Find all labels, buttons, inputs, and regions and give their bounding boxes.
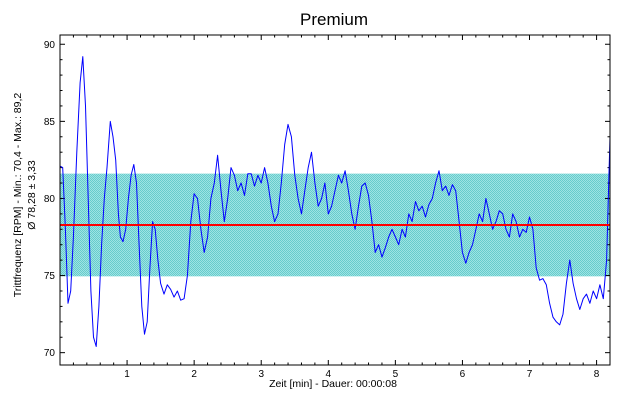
x-tick-label: 5: [393, 369, 399, 380]
plot-frame-layer: [59, 34, 611, 366]
x-axis-label: Zeit [min] - Dauer: 00:00:08: [269, 378, 397, 390]
x-tick-label: 2: [191, 369, 197, 380]
y-axis-label-stats: Ø 78,28 ± 3,33: [26, 160, 38, 230]
series-line-0: [59, 56, 611, 347]
x-tick-label: 8: [594, 369, 600, 380]
y-tick-label: 85: [44, 117, 56, 128]
y-axis-label: Trittfrequenz [RPM] - Min.: 70,4 - Max.:…: [12, 93, 24, 298]
chart-title: Premium: [300, 10, 368, 29]
x-tick-label: 1: [124, 369, 130, 380]
plot-frame: [59, 34, 611, 366]
x-tick-label: 7: [527, 369, 533, 380]
x-tick-label: 3: [258, 369, 264, 380]
y-tick-label: 90: [44, 40, 56, 51]
x-tick-labels: 1 2 3 4 5 6 7 8: [124, 369, 600, 380]
x-tick-label: 4: [326, 369, 332, 380]
y-tick-labels: 70 75 80 85 90: [44, 40, 56, 359]
y-tick-label: 70: [44, 348, 56, 359]
y-tick-label: 75: [44, 271, 56, 282]
x-tick-label: 6: [460, 369, 466, 380]
series-layer: [59, 56, 611, 347]
y-tick-label: 80: [44, 194, 56, 205]
